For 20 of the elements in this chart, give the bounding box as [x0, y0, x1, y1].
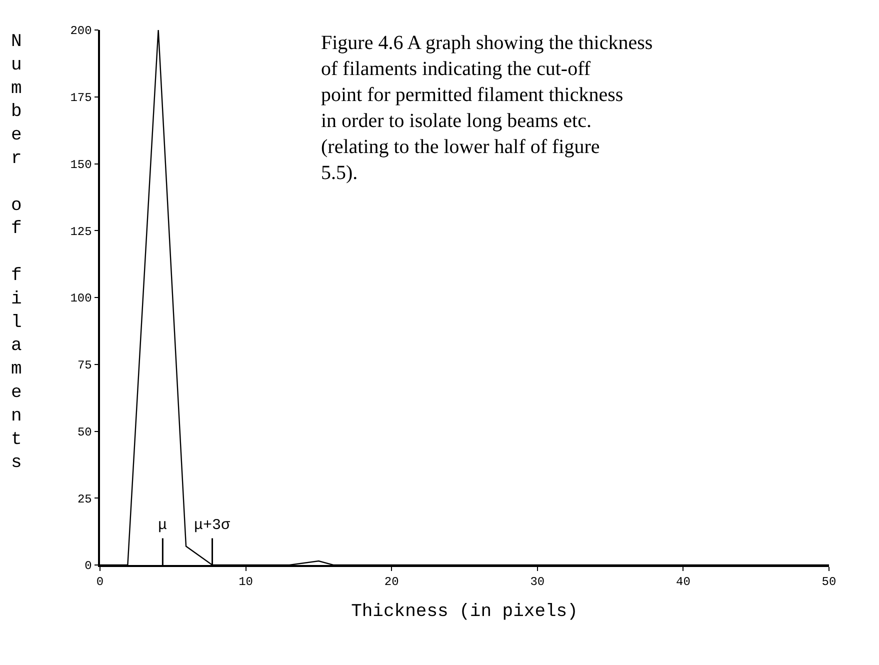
x-tick-label: 0	[96, 575, 104, 590]
y-tick-label: 75	[77, 358, 92, 373]
x-tick-label: 30	[530, 575, 545, 590]
y-tick-label: 100	[70, 292, 92, 306]
y-tick-label: 0	[84, 559, 92, 574]
text: Number of filaments	[11, 32, 22, 474]
x-tick-label: 10	[238, 575, 254, 590]
x-tick-label: 40	[676, 575, 690, 590]
y-tick-label: 25	[77, 492, 92, 506]
x-tick-label: 20	[384, 575, 399, 590]
y-tick-label: 125	[70, 224, 92, 239]
ref-line-label: μ+3σ	[194, 517, 230, 534]
x-tick-label: 50	[822, 575, 836, 590]
y-tick-label: 150	[70, 158, 92, 172]
x-axis-title: Thickness (in pixels)	[351, 602, 578, 622]
ref-line-label: μ	[158, 517, 168, 534]
y-tick-label: 175	[70, 91, 92, 106]
y-tick-label: 50	[77, 425, 92, 440]
text: Figure 4.6 A graph showing the thickness of filaments indicating the cut-off point for permitted filament thickness in order to isolate long beams etc. (relating to the lower half of figure 5.5).	[321, 32, 653, 184]
y-tick-label: 200	[70, 24, 92, 38]
